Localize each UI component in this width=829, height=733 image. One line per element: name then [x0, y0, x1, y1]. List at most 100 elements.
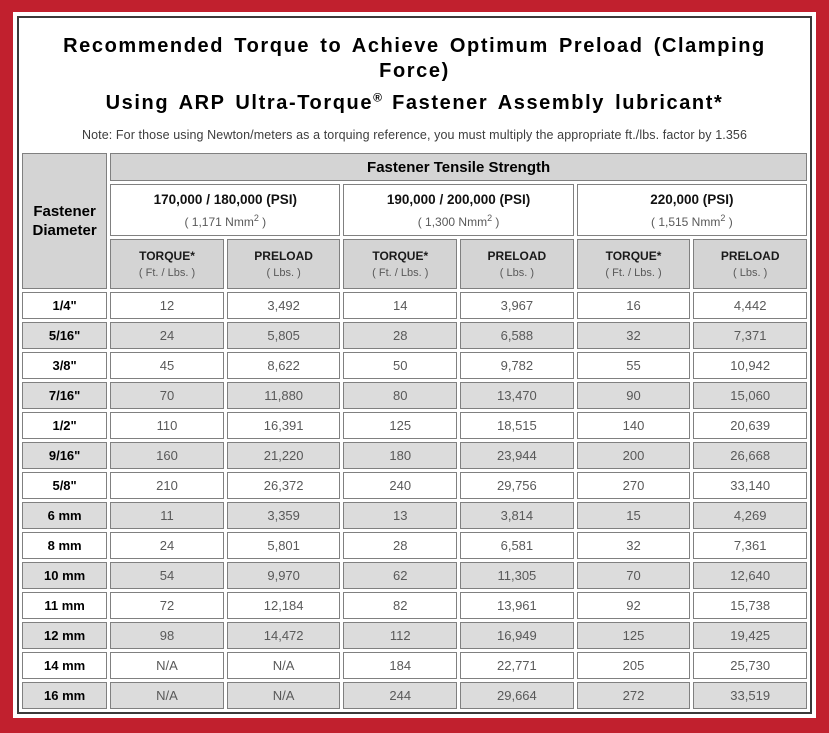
torque-value-cell: 32	[576, 322, 691, 349]
preload-value-cell: 26,372	[226, 472, 341, 499]
torque-value-cell: N/A	[110, 652, 224, 679]
preload-value-cell: 3,359	[226, 502, 341, 529]
table-row: 16 mm N/A N/A 244 29,664 272 33,519	[22, 682, 807, 709]
torque-value-cell: 244	[343, 682, 458, 709]
fastener-diameter-cell: 7/16"	[22, 382, 108, 409]
table-row: 1/4" 12 3,492 14 3,967 16 4,442	[22, 292, 807, 319]
torque-value-cell: 160	[110, 442, 224, 469]
preload-value-cell: 3,967	[460, 292, 574, 319]
fastener-diameter-cell: 3/8"	[22, 352, 108, 379]
preload-value-cell: 25,730	[693, 652, 807, 679]
table-row: 6 mm 11 3,359 13 3,814 15 4,269	[22, 502, 807, 529]
preload-value-cell: 13,470	[460, 382, 574, 409]
note-text: Note: For those using Newton/meters as a…	[81, 128, 747, 142]
torque-column-header: TORQUE* ( Ft. / Lbs. )	[576, 239, 691, 289]
torque-value-cell: 112	[343, 622, 458, 649]
table-row: 9/16" 160 21,220 180 23,944 200 26,668	[22, 442, 807, 469]
nmm-label: ( 1,300 Nmm2 )	[417, 212, 500, 229]
fastener-diameter-cell: 8 mm	[22, 532, 108, 559]
torque-value-cell: N/A	[110, 682, 224, 709]
preload-value-cell: 10,942	[693, 352, 807, 379]
torque-column-header: TORQUE* ( Ft. / Lbs. )	[110, 239, 224, 289]
torque-value-cell: 200	[576, 442, 691, 469]
preload-value-cell: 15,060	[693, 382, 807, 409]
torque-value-cell: 24	[110, 532, 224, 559]
tensile-strength-header-row: Fastener Diameter Fastener Tensile Stren…	[22, 153, 807, 289]
preload-column-header: PRELOAD ( Lbs. )	[693, 239, 807, 289]
torque-value-cell: 205	[576, 652, 691, 679]
fastener-diameter-cell: 9/16"	[22, 442, 108, 469]
fastener-diameter-cell: 16 mm	[22, 682, 108, 709]
psi-label: 190,000 / 200,000 (PSI)	[386, 191, 531, 207]
fastener-diameter-corner-header: Fastener Diameter	[22, 153, 108, 289]
table-row: 5/8" 210 26,372 240 29,756 270 33,140	[22, 472, 807, 499]
torque-value-cell: 240	[343, 472, 458, 499]
torque-value-cell: 184	[343, 652, 458, 679]
torque-value-cell: 32	[576, 532, 691, 559]
preload-value-cell: 18,515	[460, 412, 574, 439]
preload-value-cell: 4,269	[693, 502, 807, 529]
fastener-tensile-strength-header: Fastener Tensile Strength	[110, 153, 807, 181]
torque-value-cell: 55	[576, 352, 691, 379]
preload-value-cell: 16,391	[226, 412, 341, 439]
psi-label: 170,000 / 180,000 (PSI)	[153, 191, 297, 207]
torque-value-cell: 45	[110, 352, 224, 379]
torque-value-cell: 180	[343, 442, 458, 469]
preload-value-cell: 14,472	[226, 622, 341, 649]
page-title-line1: Recommended Torque to Achieve Optimum Pr…	[63, 35, 766, 82]
torque-value-cell: 14	[343, 292, 458, 319]
preload-value-cell: 33,519	[693, 682, 807, 709]
preload-value-cell: 5,801	[226, 532, 341, 559]
preload-value-cell: 23,944	[460, 442, 574, 469]
preload-value-cell: 12,640	[693, 562, 807, 589]
preload-value-cell: 33,140	[693, 472, 807, 499]
preload-value-cell: 19,425	[693, 622, 807, 649]
preload-value-cell: 29,756	[460, 472, 574, 499]
preload-value-cell: 7,371	[693, 322, 807, 349]
nmm-label: ( 1,515 Nmm2 )	[650, 212, 733, 229]
torque-value-cell: 80	[343, 382, 458, 409]
preload-value-cell: 3,492	[226, 292, 341, 319]
table-row: 14 mm N/A N/A 184 22,771 205 25,730	[22, 652, 807, 679]
torque-column-header: TORQUE* ( Ft. / Lbs. )	[343, 239, 458, 289]
preload-value-cell: N/A	[226, 682, 341, 709]
strength-group-header-220: 220,000 (PSI) ( 1,515 Nmm2 )	[576, 184, 807, 236]
preload-value-cell: 22,771	[460, 652, 574, 679]
fastener-diameter-cell: 12 mm	[22, 622, 108, 649]
torque-value-cell: 62	[343, 562, 458, 589]
title-line2-post: Fastener Assembly lubricant*	[381, 92, 724, 114]
preload-value-cell: 15,738	[693, 592, 807, 619]
fastener-diameter-cell: 5/8"	[22, 472, 108, 499]
torque-value-cell: 13	[343, 502, 458, 529]
preload-value-cell: 6,581	[460, 532, 574, 559]
torque-value-cell: 54	[110, 562, 224, 589]
preload-value-cell: 3,814	[460, 502, 574, 529]
preload-value-cell: 29,664	[460, 682, 574, 709]
torque-value-cell: 98	[110, 622, 224, 649]
table-row: 1/2" 110 16,391 125 18,515 140 20,639	[22, 412, 807, 439]
table-row: 10 mm 54 9,970 62 11,305 70 12,640	[22, 562, 807, 589]
page-title-line2: Using ARP Ultra-Torque® Fastener Assembl…	[27, 91, 802, 116]
table-row: 3/8" 45 8,622 50 9,782 55 10,942	[22, 352, 807, 379]
strength-group-header-190-200: 190,000 / 200,000 (PSI) ( 1,300 Nmm2 )	[343, 184, 574, 236]
preload-value-cell: 11,305	[460, 562, 574, 589]
preload-value-cell: 9,970	[226, 562, 341, 589]
torque-table-body: 1/4" 12 3,492 14 3,967 16 4,442 5/16" 24…	[22, 292, 807, 709]
torque-value-cell: 72	[110, 592, 224, 619]
fastener-diameter-cell: 11 mm	[22, 592, 108, 619]
torque-value-cell: 210	[110, 472, 224, 499]
nmm-label: ( 1,171 Nmm2 )	[184, 212, 267, 229]
table-row: 8 mm 24 5,801 28 6,581 32 7,361	[22, 532, 807, 559]
torque-value-cell: 70	[110, 382, 224, 409]
preload-value-cell: 9,782	[460, 352, 574, 379]
torque-value-cell: 140	[576, 412, 691, 439]
inner-margin: Recommended Torque to Achieve Optimum Pr…	[13, 12, 816, 718]
preload-value-cell: 11,880	[226, 382, 341, 409]
torque-preload-header-row: TORQUE* ( Ft. / Lbs. ) PRELOAD ( Lbs. ) …	[22, 239, 807, 289]
torque-value-cell: 125	[576, 622, 691, 649]
fastener-diameter-cell: 5/16"	[22, 322, 108, 349]
torque-value-cell: 28	[343, 532, 458, 559]
torque-value-cell: 50	[343, 352, 458, 379]
torque-table: Fastener Diameter Fastener Tensile Stren…	[19, 150, 810, 712]
